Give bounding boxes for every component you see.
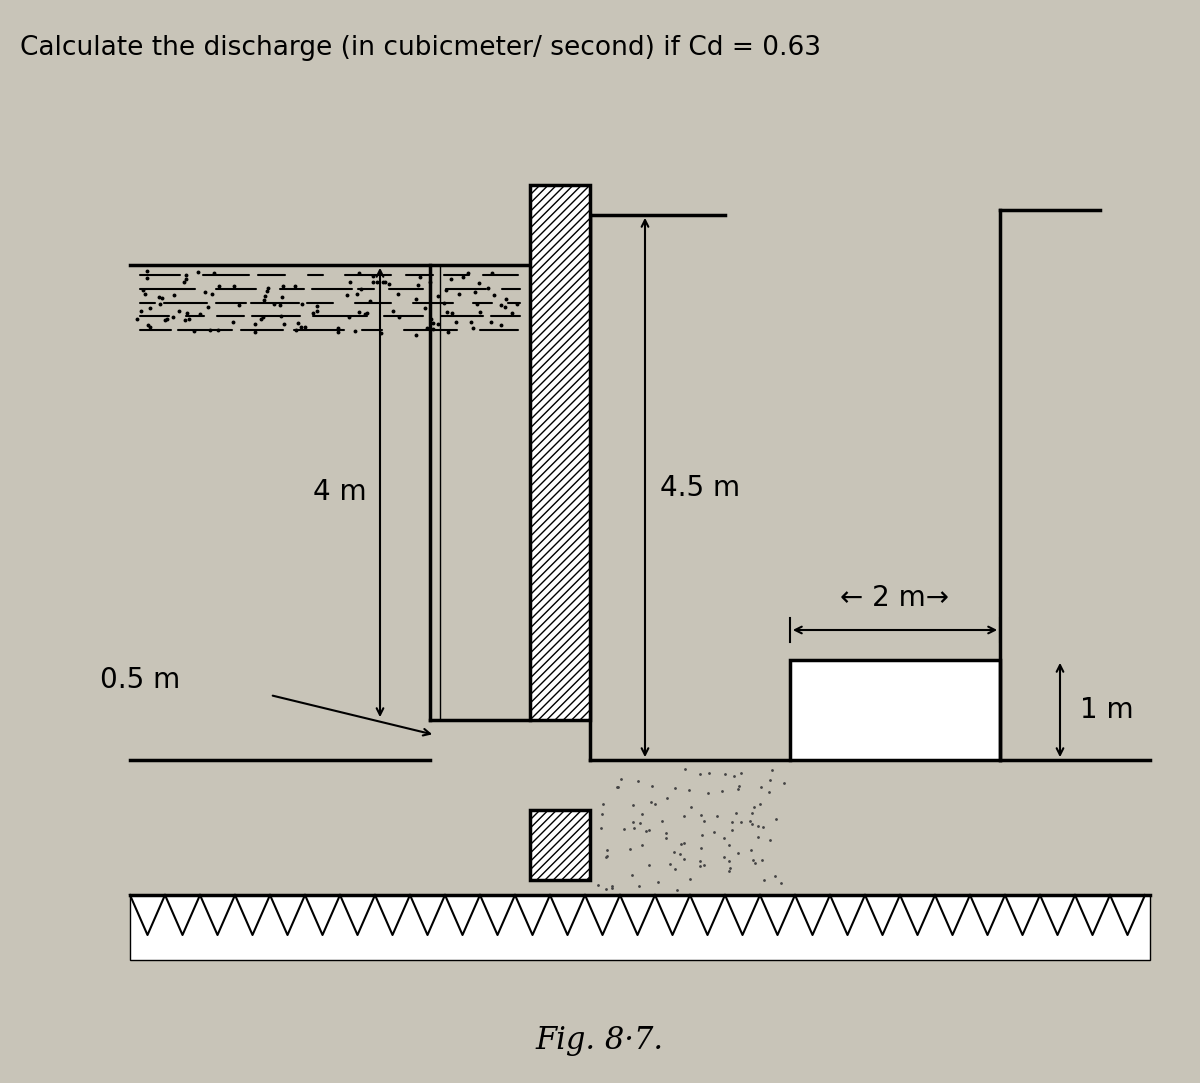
Text: 4.5 m: 4.5 m: [660, 473, 740, 501]
Bar: [530, 185, 590, 720]
Bar: [530, 810, 590, 880]
Bar: [530, 185, 590, 720]
Bar: [790, 660, 1000, 760]
Bar: [130, 895, 1150, 960]
Bar: [530, 810, 590, 880]
Text: Calculate the discharge (in cubicmeter/ second) if Cd = 0.63: Calculate the discharge (in cubicmeter/ …: [20, 35, 821, 61]
Text: 0.5 m: 0.5 m: [100, 666, 180, 694]
Text: 4 m: 4 m: [313, 479, 367, 507]
Text: ← 2 m→: ← 2 m→: [840, 584, 949, 612]
Text: Fig. 8·7.: Fig. 8·7.: [536, 1025, 664, 1056]
Text: 1 m: 1 m: [1080, 696, 1134, 725]
